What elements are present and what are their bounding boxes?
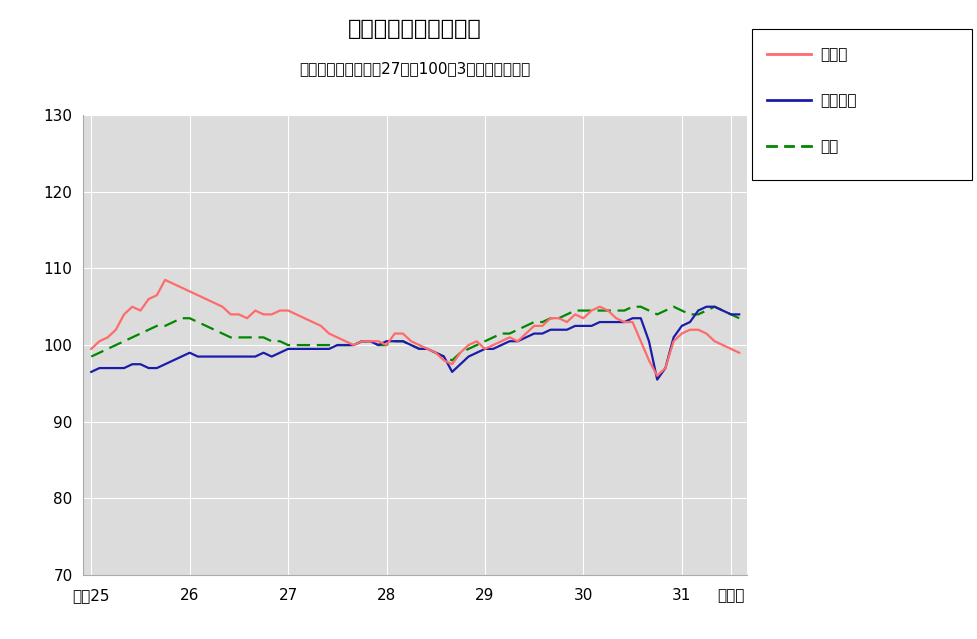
Text: （季節調整済、平成27年＝100、3ヶ月移動平均）: （季節調整済、平成27年＝100、3ヶ月移動平均） — [300, 61, 531, 75]
Text: 中国地方: 中国地方 — [821, 93, 857, 108]
Text: 全国: 全国 — [821, 139, 839, 154]
Text: 鳥取県: 鳥取県 — [821, 47, 848, 62]
Text: 鉱工業生産指数の推移: 鉱工業生産指数の推移 — [349, 19, 482, 39]
